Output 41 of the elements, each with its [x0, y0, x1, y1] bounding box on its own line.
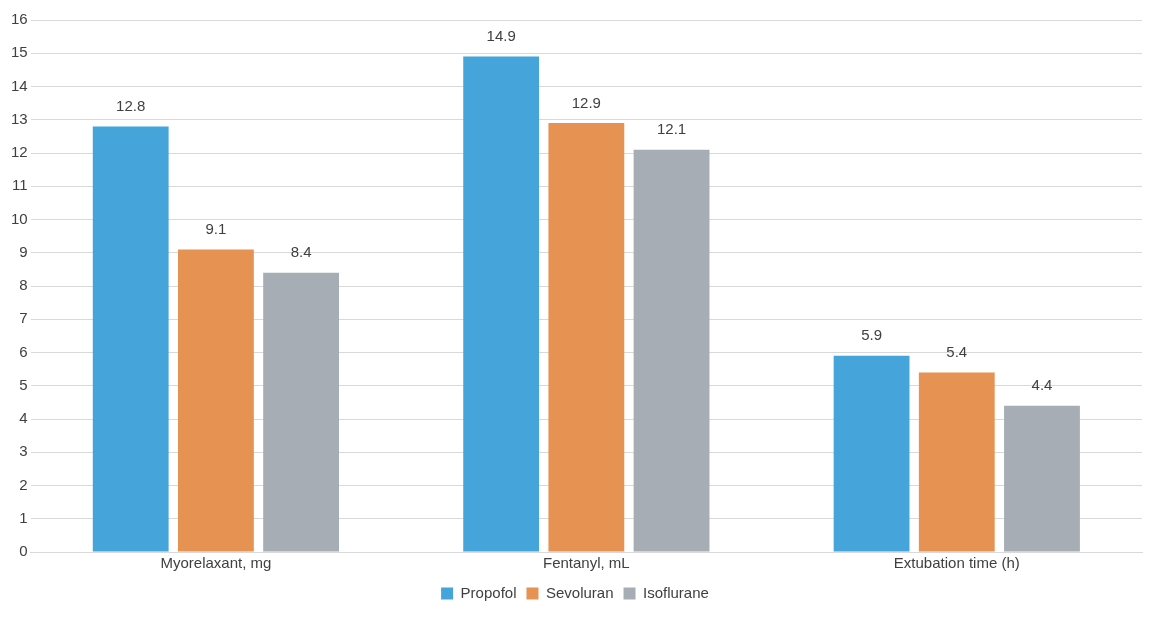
bar [833, 355, 910, 552]
data-label: 4.4 [1031, 376, 1053, 394]
y-tick-label: 1 [19, 508, 28, 526]
y-tick-label: 14 [11, 76, 28, 94]
y-tick-label: 9 [19, 242, 28, 260]
y-tick-label: 12 [11, 143, 28, 161]
y-tick-label: 0 [19, 542, 28, 560]
y-tick-label: 11 [12, 176, 28, 194]
x-tick-label: Extubation time (h) [893, 554, 1020, 572]
bar [263, 272, 340, 552]
y-tick-label: 7 [19, 309, 28, 327]
x-tick-label: Fentanyl, mL [542, 554, 630, 572]
data-label: 12.1 [656, 120, 687, 138]
y-tick-label: 15 [11, 43, 28, 61]
bar [633, 149, 710, 552]
data-label: 5.4 [946, 343, 968, 361]
legend-label: Sevoluran [545, 583, 614, 601]
x-tick-label: Myorelaxant, mg [160, 554, 272, 572]
bar [548, 123, 625, 552]
data-label: 14.9 [486, 27, 516, 45]
bar [1004, 405, 1080, 552]
y-tick-label: 8 [19, 276, 28, 294]
y-tick-label: 10 [11, 209, 28, 227]
bar [92, 126, 169, 552]
y-tick-label: 2 [19, 475, 28, 493]
bar [177, 249, 254, 552]
data-label: 12.8 [116, 97, 146, 115]
data-label: 9.1 [205, 220, 227, 238]
y-tick-label: 5 [19, 375, 28, 393]
data-label: 12.9 [571, 93, 601, 111]
data-label: 5.9 [861, 326, 883, 344]
legend-label: Propofol [460, 583, 517, 601]
y-tick-label: 3 [19, 442, 28, 460]
y-tick-label: 6 [19, 342, 28, 360]
y-tick-label: 4 [19, 409, 28, 427]
bar [918, 372, 995, 552]
bar [463, 56, 540, 552]
legend-label: Isoflurane [643, 583, 709, 601]
y-tick-label: 16 [11, 10, 28, 28]
data-label: 8.4 [290, 243, 312, 261]
y-tick-label: 13 [11, 109, 28, 127]
